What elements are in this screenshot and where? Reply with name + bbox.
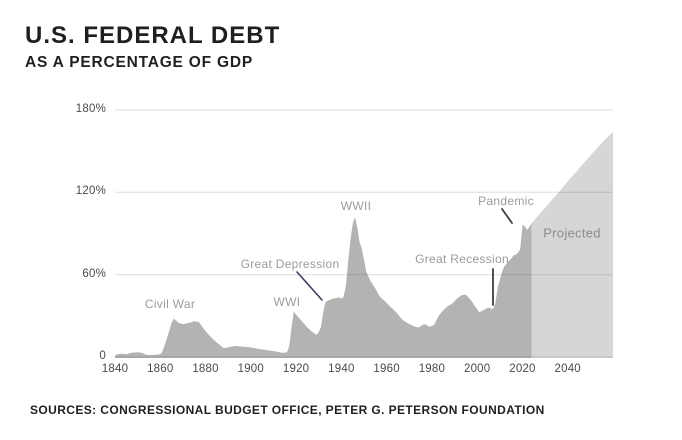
chart-subtitle: AS A PERCENTAGE OF GDP bbox=[25, 54, 254, 71]
great-depression-leader-line bbox=[296, 271, 323, 301]
pandemic-leader-line bbox=[501, 208, 513, 224]
area-series-projected bbox=[531, 132, 613, 358]
chart-title: U.S. FEDERAL DEBT bbox=[25, 22, 281, 49]
sources-note: SOURCES: CONGRESSIONAL BUDGET OFFICE, PE… bbox=[30, 403, 545, 417]
area-series-actual bbox=[115, 217, 532, 358]
